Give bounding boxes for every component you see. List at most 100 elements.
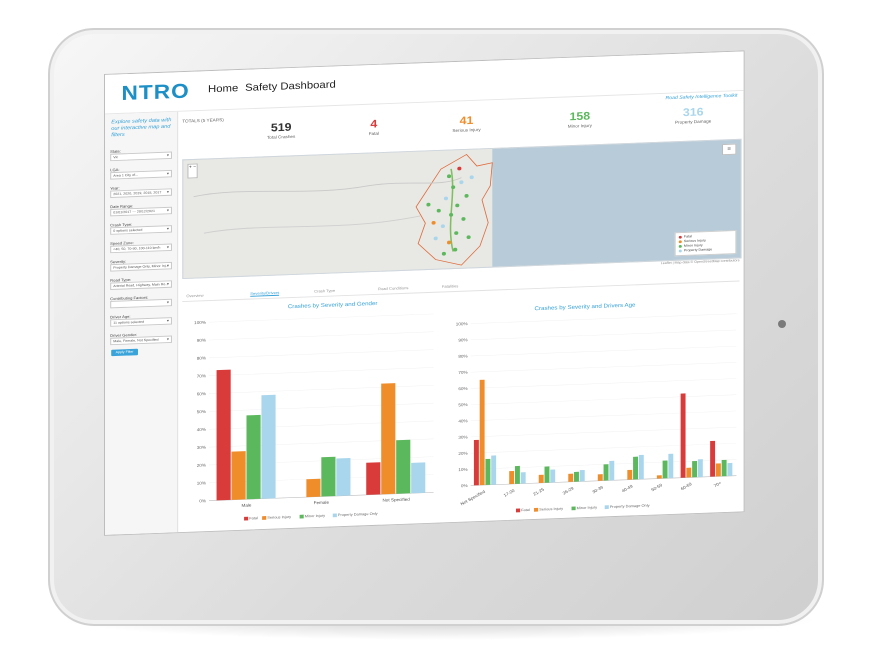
- bar: [485, 458, 491, 485]
- legend-swatch: [299, 514, 304, 519]
- filter-select[interactable]: Vic ▾: [110, 151, 172, 162]
- y-tick-label: 60%: [458, 386, 467, 391]
- y-tick-label: 30%: [458, 435, 467, 440]
- bar: [721, 459, 727, 477]
- legend-label: Serious Injury: [539, 507, 563, 512]
- tab-0[interactable]: Overview: [186, 292, 204, 299]
- crash-point: [466, 235, 471, 240]
- bar: [638, 454, 644, 480]
- legend-swatch: [262, 516, 267, 520]
- legend-swatch: [244, 516, 249, 521]
- crash-point: [457, 166, 462, 171]
- rsit-link[interactable]: Road Safety Intelligence Toolkit: [665, 92, 738, 102]
- gridline: [470, 378, 737, 389]
- crash-point: [451, 185, 456, 189]
- crash-point: [459, 180, 464, 185]
- filter-select[interactable]: Area 1 City of... ▾: [110, 169, 172, 180]
- gridline: [470, 426, 737, 438]
- x-tick-label: Male: [241, 503, 252, 508]
- filter-select[interactable]: 2021, 2020, 2019, 2018, 2017 ▾: [110, 188, 172, 198]
- filter-value: Male, Female, Not Specified: [113, 337, 159, 344]
- layers-icon[interactable]: ≡: [722, 143, 737, 156]
- gridline: [470, 329, 737, 341]
- y-tick-label: 30%: [197, 445, 206, 450]
- y-tick-label: 0%: [199, 498, 206, 503]
- bar: [381, 383, 396, 495]
- y-tick-label: 80%: [458, 354, 467, 359]
- y-tick-label: 20%: [458, 451, 467, 456]
- bar: [514, 465, 520, 484]
- region-boundary: [415, 153, 493, 266]
- y-tick-label: 40%: [458, 418, 467, 423]
- legend-label: Minor Injury: [577, 506, 598, 511]
- bar: [574, 471, 579, 482]
- filter-select[interactable]: Arterial Road, Highway, Main Ro... ▾: [110, 280, 172, 290]
- tab-3[interactable]: Road Conditions: [377, 285, 409, 292]
- bar: [411, 462, 426, 494]
- filter-select[interactable]: 01/01/2017 — 28/12/2021 ▾: [110, 206, 172, 217]
- ntro-logo[interactable]: NTRO: [121, 79, 190, 105]
- bar: [538, 474, 544, 484]
- gridline: [209, 349, 434, 359]
- map-overlay: [193, 153, 493, 266]
- zoom-control[interactable]: + −: [187, 163, 198, 179]
- filter-field: Driver Gender: Male, Female, Not Specifie…: [110, 331, 172, 346]
- bar: [544, 466, 550, 483]
- apply-filter-button[interactable]: Apply Filter: [111, 348, 138, 357]
- y-tick-label: 70%: [197, 373, 206, 378]
- chart-severity-age: 100% 90% 80% 70% 60% 50% 40% 30% 20% 10% 0%Not Spe…: [456, 313, 737, 513]
- y-tick-label: 10%: [197, 481, 206, 486]
- nav-home-link[interactable]: Home: [208, 82, 239, 96]
- road-line: [193, 177, 462, 198]
- filter-select[interactable]: <40, 50, 70-80, 100-110 km/h ▾: [110, 243, 172, 254]
- main-content: Road Safety Intelligence Toolkit TOTALS …: [178, 91, 743, 532]
- tab-4[interactable]: Fatalities: [441, 283, 459, 289]
- legend-swatch: [516, 508, 521, 513]
- legend-label: Property Damage Only: [610, 504, 650, 509]
- chevron-down-icon: ▾: [166, 170, 169, 176]
- gridline: [470, 362, 737, 373]
- filter-value: 2021, 2020, 2019, 2018, 2017: [113, 190, 162, 197]
- gridline: [209, 367, 434, 376]
- stat-card: 158 Minor Injury: [539, 108, 621, 129]
- filter-select[interactable]: ▾: [110, 298, 172, 309]
- chart-severity-gender: 100% 90% 80% 70% 60% 50% 40% 30% 20% 10% 0% Male Fem…: [194, 313, 434, 521]
- filter-select[interactable]: 0 options selected ▾: [110, 225, 172, 235]
- crash-point: [461, 217, 466, 221]
- y-tick-label: 100%: [456, 321, 468, 326]
- chevron-down-icon: ▾: [166, 152, 169, 158]
- tab-1[interactable]: Severity/Drivers: [250, 290, 280, 297]
- legend-swatch: [678, 239, 682, 243]
- crash-map[interactable]: + − ≡ Fatal Serious Injury Minor Injury Pro…: [182, 138, 742, 280]
- filter-value: Arterial Road, Highway, Main Ro...: [113, 282, 169, 289]
- tab-2[interactable]: Crash Type: [314, 288, 336, 294]
- bar: [668, 453, 674, 479]
- bar: [520, 472, 526, 484]
- y-tick-label: 10%: [458, 467, 467, 472]
- y-tick-label: 100%: [194, 320, 206, 325]
- filter-field: Date Range: 01/01/2017 — 28/12/2021 ▾: [110, 202, 172, 217]
- filter-value: Property Damage Only, Minor Inj...: [113, 263, 169, 270]
- x-tick-label: Female: [314, 500, 330, 505]
- map-legend: Fatal Serious Injury Minor Injury Property …: [674, 230, 737, 257]
- bar: [246, 414, 261, 500]
- filter-select[interactable]: Male, Female, Not Specified ▾: [110, 335, 172, 346]
- chevron-down-icon: ▾: [166, 336, 169, 342]
- nav-safety-dashboard-link[interactable]: Safety Dashboard: [245, 79, 336, 94]
- crash-point: [455, 203, 460, 208]
- y-tick-label: 90%: [458, 338, 467, 343]
- filter-value: 11 options selected: [113, 320, 145, 325]
- legend-swatch: [678, 235, 682, 239]
- chevron-down-icon: ▾: [166, 262, 169, 268]
- bar: [727, 462, 733, 477]
- bar: [633, 456, 639, 480]
- gridline: [470, 410, 737, 421]
- y-tick-label: 80%: [197, 356, 206, 361]
- legend-swatch: [534, 507, 539, 512]
- crash-point: [469, 175, 474, 180]
- legend-swatch: [332, 513, 337, 518]
- filter-select[interactable]: Property Damage Only, Minor Inj... ▾: [110, 261, 172, 272]
- stat-card: 41 Serious Injury: [425, 112, 507, 133]
- legend-swatch: [571, 506, 576, 511]
- filter-select[interactable]: 11 options selected ▾: [110, 317, 172, 327]
